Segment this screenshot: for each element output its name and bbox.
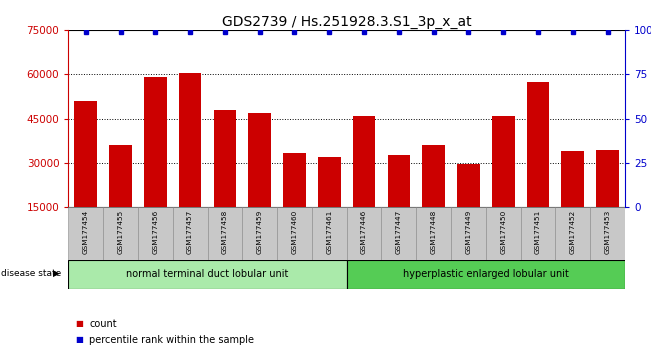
- Text: percentile rank within the sample: percentile rank within the sample: [89, 335, 254, 345]
- Text: GSM177459: GSM177459: [256, 210, 263, 254]
- Bar: [74, 101, 97, 207]
- Bar: [527, 82, 549, 207]
- Text: ■: ■: [75, 335, 83, 344]
- Bar: [387, 155, 410, 207]
- Bar: [353, 116, 376, 207]
- Text: ▶: ▶: [53, 269, 60, 278]
- Bar: [596, 149, 619, 207]
- Bar: [486, 207, 521, 260]
- Text: GSM177449: GSM177449: [465, 210, 471, 254]
- Bar: [68, 260, 346, 289]
- Bar: [422, 145, 445, 207]
- Bar: [381, 207, 416, 260]
- Text: GSM177452: GSM177452: [570, 210, 575, 254]
- Bar: [242, 207, 277, 260]
- Bar: [208, 207, 242, 260]
- Text: GSM177456: GSM177456: [152, 210, 158, 254]
- Text: ■: ■: [75, 319, 83, 329]
- Text: GSM177446: GSM177446: [361, 210, 367, 254]
- Bar: [277, 207, 312, 260]
- Bar: [144, 77, 167, 207]
- Bar: [346, 207, 381, 260]
- Title: GDS2739 / Hs.251928.3.S1_3p_x_at: GDS2739 / Hs.251928.3.S1_3p_x_at: [222, 15, 471, 29]
- Bar: [109, 145, 132, 207]
- Bar: [555, 207, 590, 260]
- Text: GSM177451: GSM177451: [535, 210, 541, 254]
- Bar: [492, 116, 514, 207]
- Text: disease state: disease state: [1, 269, 62, 278]
- Bar: [451, 207, 486, 260]
- Text: GSM177455: GSM177455: [118, 210, 124, 254]
- Bar: [138, 207, 173, 260]
- Text: GSM177448: GSM177448: [430, 210, 437, 254]
- Text: normal terminal duct lobular unit: normal terminal duct lobular unit: [126, 269, 288, 279]
- Bar: [457, 164, 480, 207]
- Bar: [312, 207, 346, 260]
- Bar: [283, 153, 306, 207]
- Bar: [561, 151, 584, 207]
- Bar: [416, 207, 451, 260]
- Bar: [214, 110, 236, 207]
- Bar: [318, 157, 340, 207]
- Text: GSM177454: GSM177454: [83, 210, 89, 254]
- Text: GSM177461: GSM177461: [326, 210, 332, 254]
- Bar: [590, 207, 625, 260]
- Text: count: count: [89, 319, 117, 329]
- Text: GSM177457: GSM177457: [187, 210, 193, 254]
- Bar: [173, 207, 208, 260]
- Text: GSM177447: GSM177447: [396, 210, 402, 254]
- Bar: [249, 113, 271, 207]
- Bar: [521, 207, 555, 260]
- Text: GSM177450: GSM177450: [500, 210, 506, 254]
- Text: GSM177460: GSM177460: [292, 210, 298, 254]
- Bar: [68, 207, 103, 260]
- Text: hyperplastic enlarged lobular unit: hyperplastic enlarged lobular unit: [403, 269, 569, 279]
- Bar: [346, 260, 625, 289]
- Bar: [103, 207, 138, 260]
- Text: GSM177453: GSM177453: [605, 210, 611, 254]
- Bar: [179, 73, 201, 207]
- Text: GSM177458: GSM177458: [222, 210, 228, 254]
